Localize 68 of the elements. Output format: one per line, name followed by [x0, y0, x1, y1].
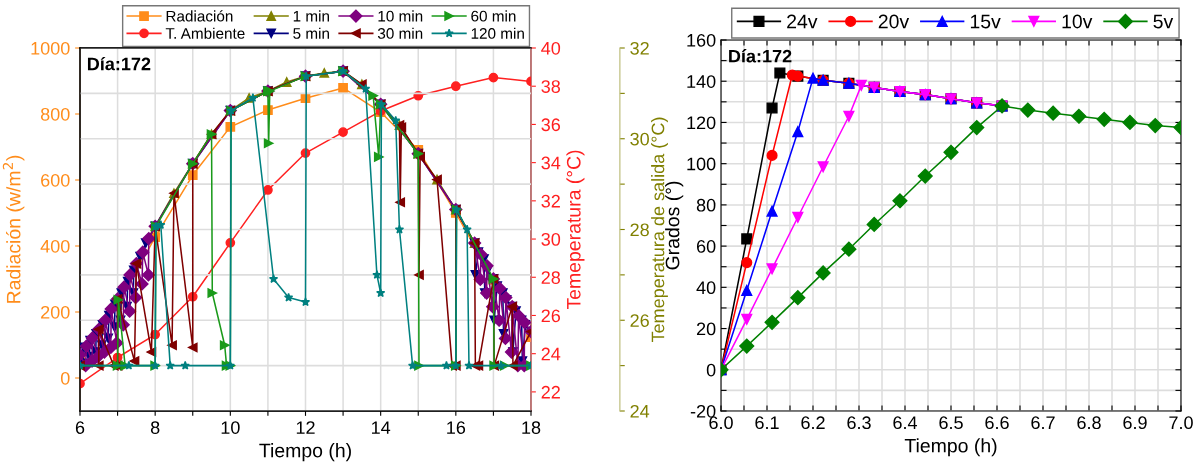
y-tick-label: 200	[41, 305, 70, 319]
x-tick-label: 6.6	[985, 416, 1009, 430]
y-tick-label: 20	[696, 322, 716, 336]
y2-tick-label: 36	[541, 118, 561, 132]
y2-tick-label: 24	[541, 347, 561, 361]
y2-tick-label: 38	[541, 80, 561, 93]
legend-label: 120 min	[471, 27, 524, 39]
y-tick-label: 400	[40, 239, 70, 253]
x-tick-label: 6.3	[847, 416, 871, 430]
y2-tick-label: 40	[541, 41, 561, 55]
x-tick-label: 6.2	[801, 416, 825, 430]
x-tick-label: 6.0	[709, 416, 733, 430]
legend-label: 10v	[1062, 14, 1093, 29]
x-tick-label: 12	[296, 421, 315, 434]
x-tick-label: 6.1	[755, 416, 779, 430]
y-tick-label: 0	[706, 363, 716, 377]
legend-label: 5 min	[293, 27, 329, 39]
y3-tick-label: 30	[630, 132, 649, 146]
x-tick-label: 6.9	[1123, 416, 1147, 430]
y3-tick-label: 28	[630, 223, 649, 237]
y2-tick-label: 30	[541, 232, 561, 246]
x-tick-label: 6	[75, 421, 85, 434]
x-tick-label: 7.0	[1169, 416, 1193, 430]
annotation: Día:172	[87, 56, 151, 71]
x-axis-title: Tiempo (h)	[259, 443, 351, 462]
x-tick-label: 6.7	[1031, 416, 1055, 430]
y2-tick-label: 34	[541, 156, 561, 170]
y-tick-label: 0	[60, 371, 70, 385]
legend-label: 5v	[1153, 14, 1174, 29]
legend-label: 15v	[970, 14, 1001, 29]
x-tick-label: 14	[372, 421, 391, 434]
x-tick-label: 6.4	[893, 416, 918, 430]
x-tick-label: 18	[522, 421, 541, 434]
annotation: Día:172	[729, 49, 792, 63]
y2-tick-label: 22	[541, 385, 560, 399]
legend-label: 24v	[787, 14, 818, 29]
x-tick-label: 16	[447, 421, 466, 434]
y-tick-label: 40	[696, 281, 716, 295]
legend-label: T. Ambiente	[165, 27, 245, 39]
y3-tick-label: 24	[630, 404, 650, 418]
x-tick-label: 6.5	[939, 416, 963, 430]
y-tick-label: 160	[687, 33, 716, 47]
x-tick-label: 8	[150, 421, 160, 434]
y3-tick-label: 26	[630, 314, 649, 327]
y-tick-label: 60	[696, 240, 716, 253]
legend-label: Radiación	[166, 10, 233, 22]
y-tick-label: 800	[40, 107, 70, 121]
y-tick-label: 120	[687, 116, 716, 130]
y-tick-label: 1000	[31, 41, 70, 55]
y-tick-label: -20	[690, 404, 716, 418]
y2-tick-label: 26	[541, 309, 561, 323]
x-axis-title: Tiempo (h)	[904, 438, 997, 457]
x-tick-label: 10	[221, 421, 240, 434]
legend-label: 20v	[878, 14, 910, 29]
y2-axis-title: Temeperatura (°C)	[566, 150, 585, 310]
y2-tick-label: 32	[541, 194, 560, 208]
legend-label: 1 min	[293, 10, 329, 22]
y2-tick-label: 28	[541, 271, 561, 284]
legend-label: 60 min	[471, 10, 516, 22]
y-axis-title: Radiación (w/m$^{2}$)	[2, 155, 25, 303]
y-tick-label: 600	[41, 173, 70, 187]
legend-label: 30 min	[377, 27, 423, 39]
y3-tick-label: 32	[630, 41, 649, 55]
y-tick-label: 80	[696, 198, 716, 212]
y-tick-label: 140	[687, 75, 716, 88]
x-tick-label: 6.8	[1077, 416, 1101, 430]
legend-label: 10 min	[378, 10, 423, 22]
y-tick-label: 100	[687, 157, 716, 171]
